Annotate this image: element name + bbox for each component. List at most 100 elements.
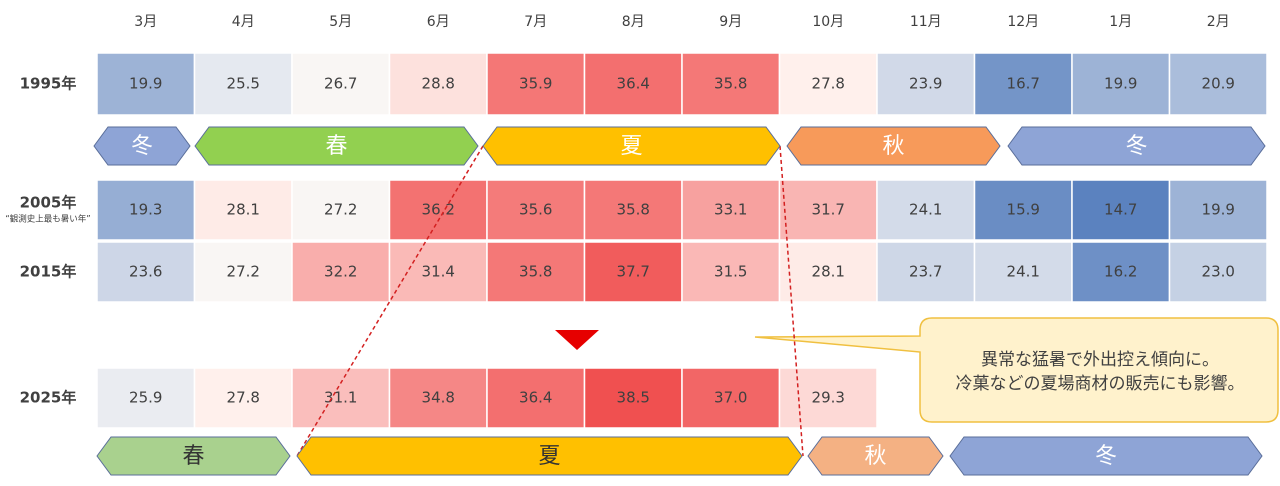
heat-cell [388, 367, 488, 429]
season-arrow [482, 126, 781, 166]
heat-cell [681, 241, 781, 303]
callout-text: 冷菓などの夏場商材の販売にも影響。 [956, 374, 1245, 394]
cell-value: 24.1 [1007, 263, 1040, 281]
cell-value: 31.7 [812, 201, 845, 219]
down-arrow [555, 330, 599, 350]
season-label: 冬 [1125, 134, 1147, 159]
cell-value: 35.8 [714, 75, 747, 93]
heat-cell [96, 367, 196, 429]
heat-cell [583, 52, 683, 116]
heat-cell [876, 179, 976, 241]
heat-cell [388, 179, 488, 241]
cell-value: 34.8 [422, 389, 455, 407]
cell-value: 35.8 [617, 201, 650, 219]
heat-cell [681, 52, 781, 116]
heat-cell [96, 179, 196, 241]
heat-cell [876, 52, 976, 116]
month-label: 12月 [1007, 14, 1039, 30]
cell-value: 19.9 [129, 75, 162, 93]
heat-cell [291, 179, 391, 241]
season-label: 秋 [864, 444, 886, 469]
season-arrow [96, 436, 291, 476]
heat-cell [486, 241, 586, 303]
cell-value: 24.1 [909, 201, 942, 219]
season-label: 冬 [131, 134, 153, 159]
cell-value: 27.2 [324, 201, 357, 219]
season-arrow [296, 436, 803, 476]
season-label: 冬 [1095, 444, 1117, 469]
month-label: 11月 [910, 14, 942, 30]
cell-value: 37.0 [714, 389, 747, 407]
cell-value: 26.7 [324, 75, 357, 93]
cell-value: 29.3 [812, 389, 845, 407]
month-label: 5月 [329, 14, 352, 30]
season-arrow [807, 436, 944, 476]
heat-cell [291, 241, 391, 303]
season-label: 春 [182, 444, 204, 469]
cell-value: 37.7 [617, 263, 650, 281]
cell-value: 23.9 [909, 75, 942, 93]
cell-value: 36.4 [519, 389, 552, 407]
month-label: 8月 [622, 14, 645, 30]
heat-cell [96, 52, 196, 116]
season-arrow [786, 126, 1001, 166]
heat-cell [1071, 241, 1171, 303]
heat-cell [193, 179, 293, 241]
cell-value: 23.0 [1202, 263, 1235, 281]
callout-text: 異常な猛暑で外出控え傾向に。 [981, 350, 1219, 370]
heat-cell [973, 241, 1073, 303]
row-label: 2015年 [20, 263, 77, 281]
heat-cell [778, 367, 878, 429]
heat-cell [1071, 52, 1171, 116]
cell-value: 23.6 [129, 263, 162, 281]
month-label: 4月 [232, 14, 255, 30]
month-label: 2月 [1207, 14, 1230, 30]
cell-value: 16.7 [1007, 75, 1040, 93]
cell-value: 35.8 [519, 263, 552, 281]
dashed-guide [296, 145, 484, 457]
row-label: 2025年 [20, 389, 77, 407]
cell-value: 36.4 [617, 75, 650, 93]
heat-cell [388, 241, 488, 303]
cell-value: 28.1 [812, 263, 845, 281]
heat-cell [388, 52, 488, 116]
cell-value: 33.1 [714, 201, 747, 219]
season-label: 秋 [882, 134, 904, 159]
heat-cell [583, 367, 683, 429]
cell-value: 31.5 [714, 263, 747, 281]
heat-cell [973, 179, 1073, 241]
heat-cell [681, 367, 781, 429]
heat-cell [1071, 179, 1171, 241]
cell-value: 15.9 [1007, 201, 1040, 219]
cell-value: 16.2 [1104, 263, 1137, 281]
heat-cell [486, 367, 586, 429]
season-arrow [949, 436, 1263, 476]
cell-value: 27.2 [227, 263, 260, 281]
heat-cell [778, 241, 878, 303]
cell-value: 19.9 [1202, 201, 1235, 219]
heat-cell [583, 179, 683, 241]
heat-cell [96, 241, 196, 303]
cell-value: 20.9 [1202, 75, 1235, 93]
month-label: 6月 [427, 14, 450, 30]
cell-value: 19.3 [129, 201, 162, 219]
heat-cell [193, 367, 293, 429]
row-note: “観測史上最も暑い年” [5, 214, 90, 225]
cell-value: 19.9 [1104, 75, 1137, 93]
row-label: 1995年 [20, 75, 77, 93]
month-label: 9月 [719, 14, 742, 30]
heat-cell [291, 52, 391, 116]
cell-value: 14.7 [1104, 201, 1137, 219]
season-label: 春 [325, 134, 347, 159]
month-label: 1月 [1109, 14, 1132, 30]
dashed-guide [779, 145, 804, 457]
month-label: 10月 [812, 14, 844, 30]
cell-value: 28.1 [227, 201, 260, 219]
callout-box [754, 317, 1279, 423]
heat-cell [193, 241, 293, 303]
cell-value: 31.4 [422, 263, 455, 281]
season-label: 夏 [538, 444, 560, 469]
cell-value: 35.6 [519, 201, 552, 219]
cell-value: 38.5 [617, 389, 650, 407]
heat-cell [1168, 179, 1268, 241]
